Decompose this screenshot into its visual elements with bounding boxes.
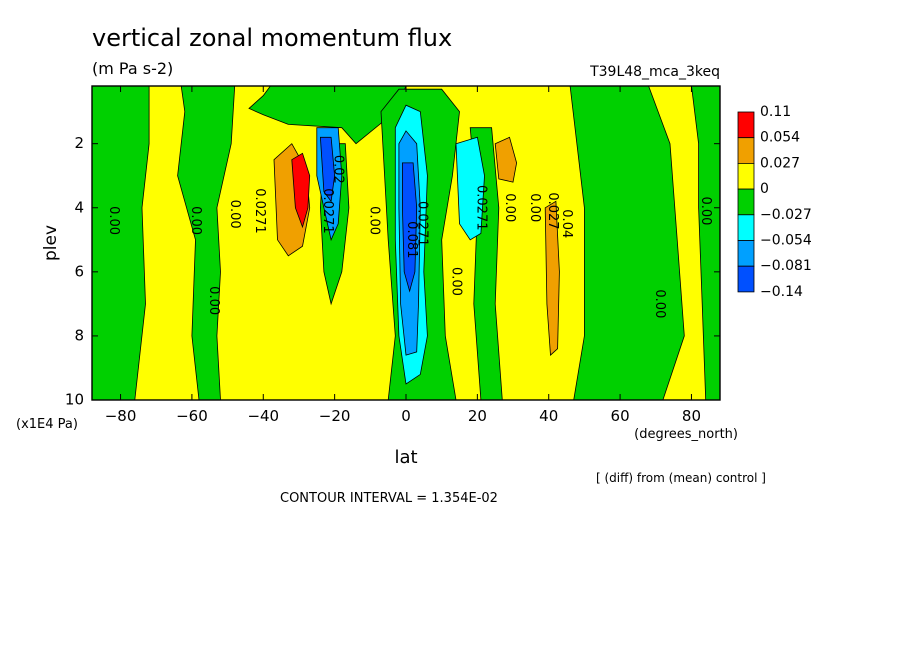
- x-tick-label: −80: [105, 407, 137, 425]
- contour-label: 0.00: [206, 286, 221, 315]
- contour-labels: 0.00 0.00 0.00 0.0271 0.00 0.0271 0.02 0.00 0.08…: [106, 155, 713, 319]
- contour-label: 0.00: [227, 200, 242, 229]
- contour-label: 0.02: [331, 155, 346, 184]
- legend-label: 0.027: [760, 155, 800, 171]
- contour-region-17: [544, 200, 560, 356]
- contour-label: 0.00: [188, 206, 203, 235]
- legend-label: −0.027: [760, 207, 812, 223]
- contour-region-12: [401, 162, 418, 293]
- y-tick-label: 2: [74, 134, 84, 152]
- y-tick-label: 4: [74, 198, 84, 216]
- contour-region-6: [569, 86, 685, 400]
- x-tick-label: 60: [611, 407, 630, 425]
- legend-swatch: [737, 111, 755, 139]
- y-axis-units: (x1E4 Pa): [16, 417, 78, 432]
- run-label: T39L48_mca_3keq: [589, 64, 720, 80]
- chart-units: (m Pa s-2): [92, 59, 173, 78]
- legend-swatch: [737, 162, 755, 190]
- contour-regions: [92, 86, 720, 400]
- contour-label: 0.00: [366, 206, 381, 235]
- contour-label: 0.00: [527, 193, 542, 222]
- x-axis-label: lat: [394, 447, 417, 468]
- contour-label: 0.04: [559, 209, 574, 238]
- legend-label: −0.081: [760, 258, 812, 274]
- contour-interval: CONTOUR INTERVAL = 1.354E-02: [280, 491, 498, 506]
- y-tick-label: 8: [74, 326, 84, 344]
- contour-label: 0.00: [502, 193, 517, 222]
- x-tick-label: 40: [539, 407, 558, 425]
- contour-region-16: [494, 136, 518, 183]
- contour-label: 0.0271: [252, 188, 267, 234]
- x-tick-label: 20: [468, 407, 487, 425]
- contour-region-13: [455, 136, 485, 241]
- contour-label: 0.00: [106, 206, 121, 235]
- contour-label: 0.027: [545, 192, 560, 229]
- x-tick-label: 80: [682, 407, 701, 425]
- legend-swatch: [737, 240, 755, 267]
- legend-label: 0: [760, 181, 769, 197]
- x-tick-label: −60: [176, 407, 208, 425]
- legend-swatch: [737, 265, 755, 293]
- contour-region-15: [291, 152, 311, 229]
- contour-region-9: [319, 136, 336, 203]
- x-tick-label: −20: [319, 407, 351, 425]
- contour-label: 0.00: [698, 196, 713, 225]
- y-tick-label: 6: [74, 262, 84, 280]
- contour-region-1: [177, 86, 236, 400]
- diff-note: [ (diff) from (mean) control ]: [596, 471, 766, 485]
- legend-label: −0.054: [760, 233, 812, 249]
- legend-swatch: [737, 188, 755, 216]
- x-axis-units: (degrees_north): [634, 427, 738, 442]
- color-legend: 0.11 0.054 0.027 0 −0.027 −0.054 −0.081 −0.14: [737, 104, 812, 300]
- plot-area: 0.00 0.00 0.00 0.0271 0.00 0.0271 0.02 0.00 0.08…: [92, 86, 720, 400]
- legend-swatch: [737, 214, 755, 241]
- contour-label: 0.081: [404, 221, 419, 258]
- y-axis-label: plev: [41, 225, 61, 261]
- y-axis: 2 4 6 8 10: [65, 134, 720, 409]
- y-tick-label: 10: [65, 391, 84, 409]
- contour-label: 0.0271: [473, 185, 488, 231]
- contour-label: 0.00: [652, 289, 667, 318]
- contour-label: 0.00: [448, 267, 463, 296]
- contour-region-7: [691, 86, 720, 400]
- chart-title: vertical zonal momentum flux: [92, 24, 452, 52]
- contour-label: 0.0271: [320, 188, 335, 234]
- contour-region-0: [92, 86, 150, 400]
- legend-label: 0.11: [760, 104, 791, 120]
- x-tick-label: 0: [401, 407, 411, 425]
- x-tick-label: −40: [247, 407, 279, 425]
- legend-label: 0.054: [760, 130, 800, 146]
- contour-label: 0.0271: [415, 201, 430, 247]
- x-axis: −80 −60 −40 −20 0 20 40 60 80: [105, 86, 701, 425]
- legend-label: −0.14: [760, 284, 803, 300]
- legend-swatch: [737, 137, 755, 164]
